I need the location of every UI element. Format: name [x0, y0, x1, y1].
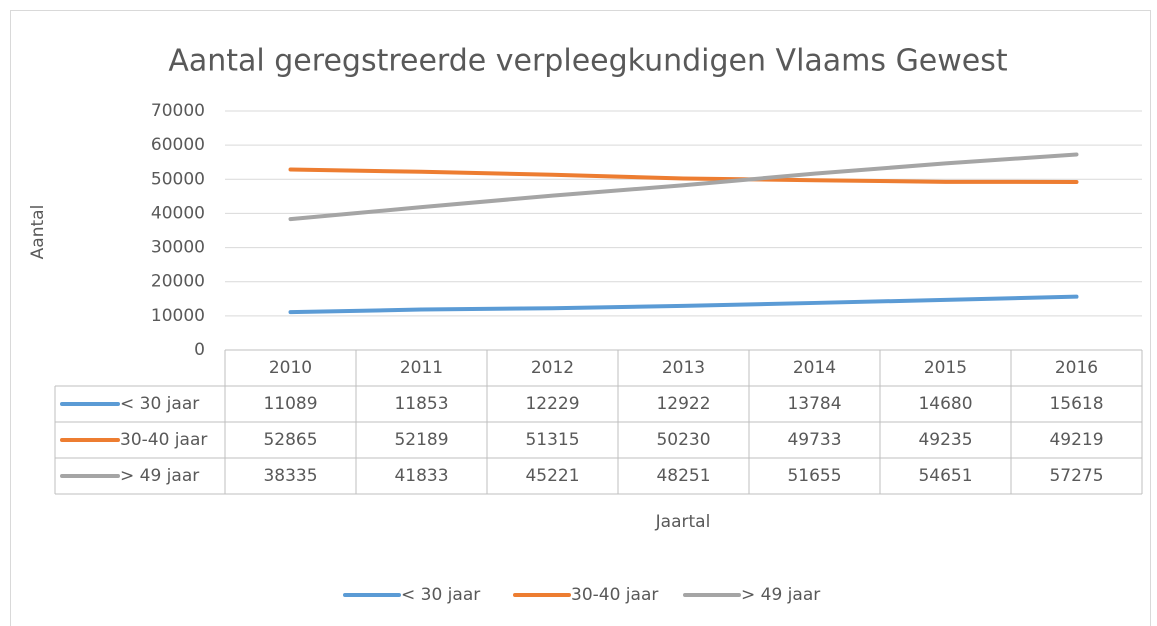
table-value: 50230: [656, 430, 710, 450]
y-axis-label: Aantal: [28, 205, 48, 260]
table-value: 49733: [787, 430, 841, 450]
x-tick-label: 2011: [400, 358, 443, 378]
table-series-name: > 49 jaar: [120, 466, 199, 486]
table-value: 48251: [656, 466, 710, 486]
table-series-name: < 30 jaar: [120, 394, 199, 414]
x-tick-label: 2012: [531, 358, 574, 378]
legend-label: > 49 jaar: [741, 585, 820, 605]
series-line: [288, 294, 1079, 315]
table-value: 51315: [525, 430, 579, 450]
table-value: 45221: [525, 466, 579, 486]
y-tick-label: 70000: [151, 101, 205, 121]
table-value: 12922: [656, 394, 710, 414]
chart-title: Aantal geregstreerde verpleegkundigen Vl…: [168, 44, 1008, 79]
legend-label: 30-40 jaar: [571, 585, 658, 605]
series-line: [288, 152, 1079, 222]
table-value: 12229: [525, 394, 579, 414]
table-value: 49219: [1049, 430, 1103, 450]
table-value: 13784: [787, 394, 841, 414]
x-tick-label: 2015: [924, 358, 967, 378]
x-tick-label: 2016: [1055, 358, 1098, 378]
y-tick-label: 20000: [151, 272, 205, 292]
y-tick-label: 60000: [151, 135, 205, 155]
y-tick-label: 50000: [151, 169, 205, 189]
x-axis-label: Jaartal: [655, 512, 711, 532]
table-value: 54651: [918, 466, 972, 486]
table-value: 49235: [918, 430, 972, 450]
x-tick-label: 2010: [269, 358, 312, 378]
y-tick-label: 30000: [151, 238, 205, 258]
x-tick-label: 2013: [662, 358, 705, 378]
legend-label: < 30 jaar: [401, 585, 480, 605]
table-value: 52189: [394, 430, 448, 450]
table-value: 11853: [394, 394, 448, 414]
table-value: 52865: [263, 430, 317, 450]
y-tick-label: 10000: [151, 306, 205, 326]
table-value: 57275: [1049, 466, 1103, 486]
table-value: 41833: [394, 466, 448, 486]
table-value: 15618: [1049, 394, 1103, 414]
x-tick-label: 2014: [793, 358, 836, 378]
table-series-name: 30-40 jaar: [120, 430, 207, 450]
y-tick-label: 40000: [151, 203, 205, 223]
table-value: 11089: [263, 394, 317, 414]
series-line: [288, 167, 1079, 184]
y-tick-label: 0: [194, 340, 205, 360]
table-value: 51655: [787, 466, 841, 486]
table-value: 38335: [263, 466, 317, 486]
table-value: 14680: [918, 394, 972, 414]
chart-border: [10, 10, 1151, 626]
